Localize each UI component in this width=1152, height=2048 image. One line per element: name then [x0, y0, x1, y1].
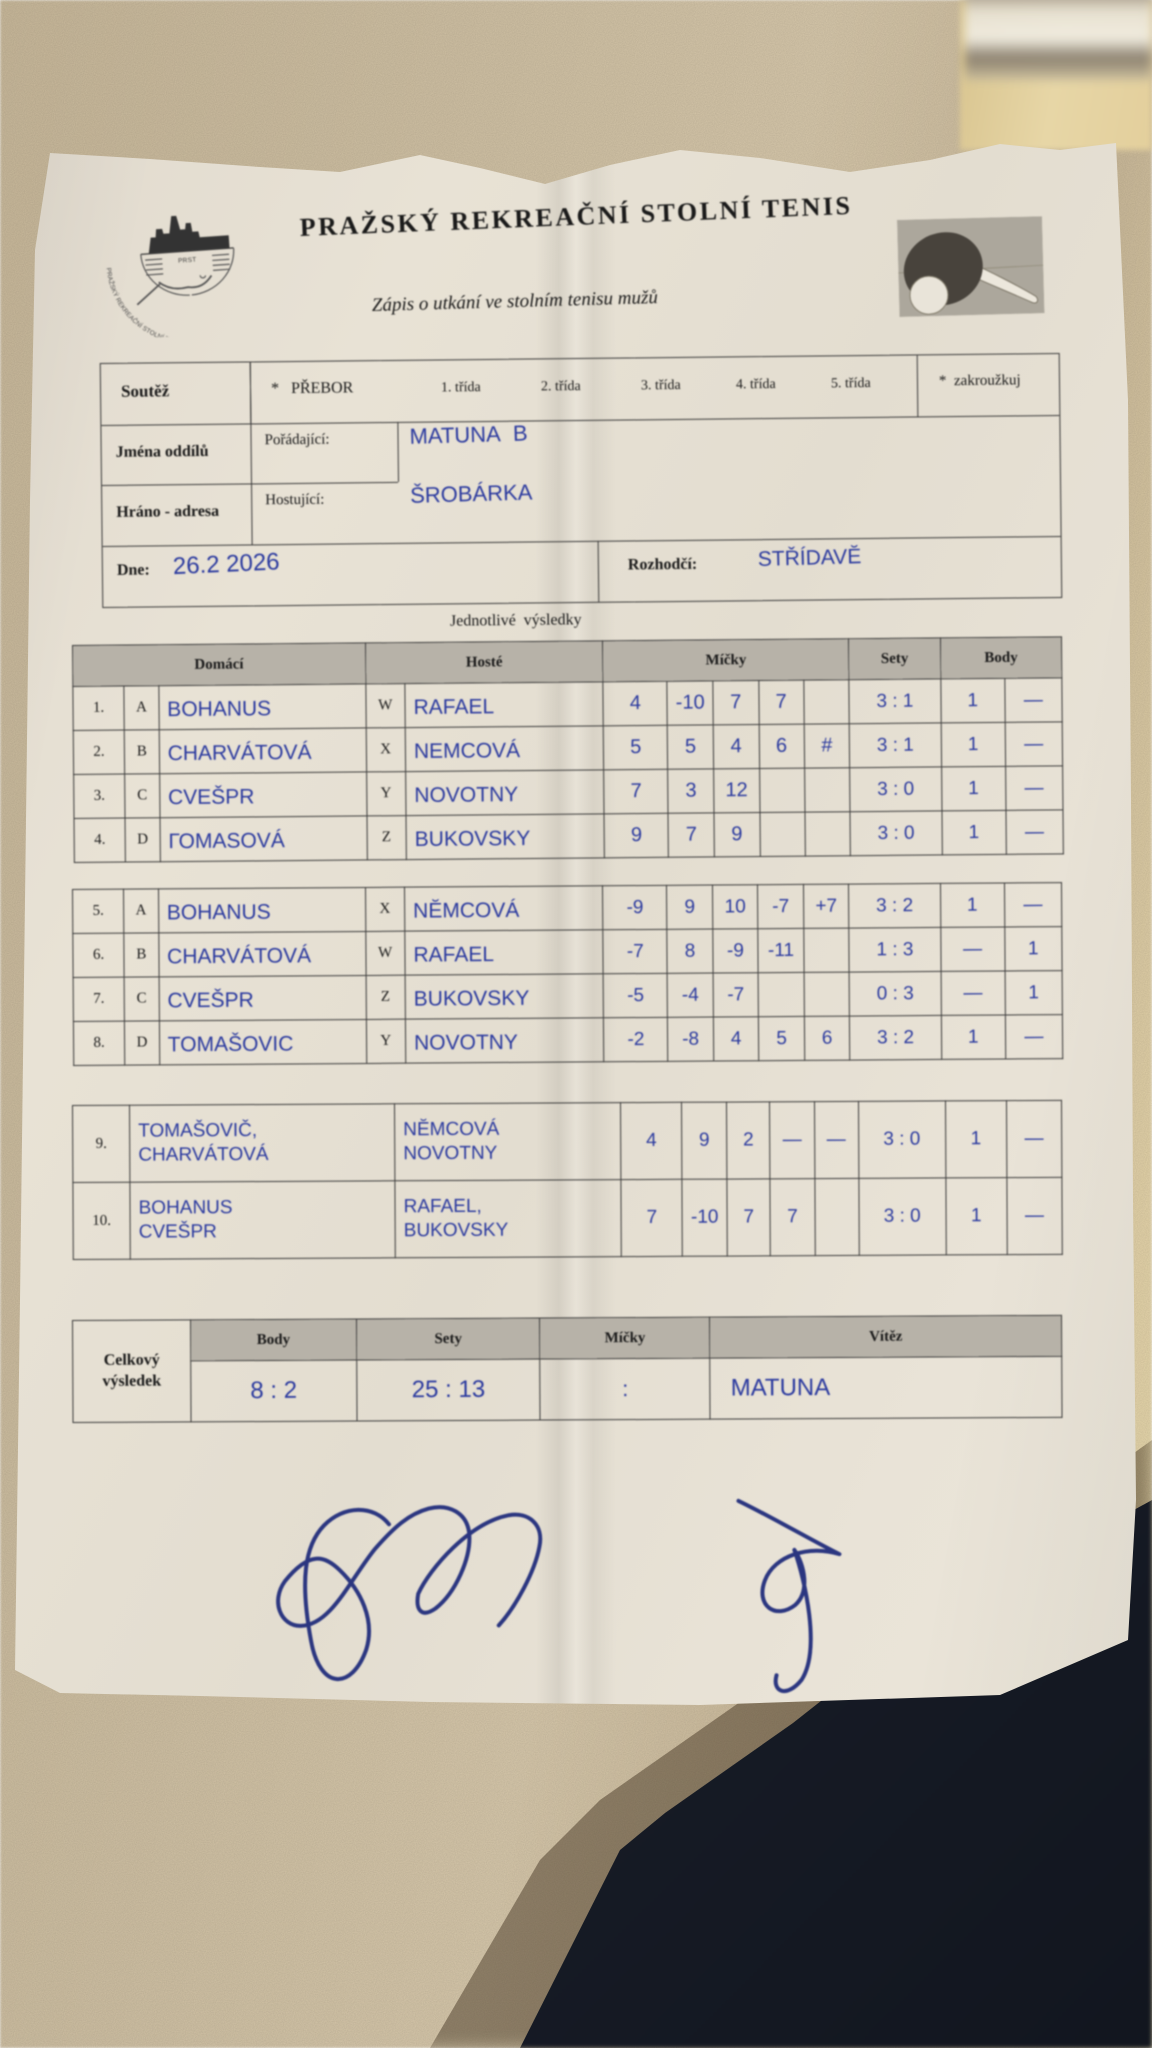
- svg-text:PRAŽSKÝ REKREAČNÍ STOLNÍ TENIS: PRAŽSKÝ REKREAČNÍ STOLNÍ TENIS: [105, 263, 185, 342]
- svg-text:PRST: PRST: [178, 257, 197, 265]
